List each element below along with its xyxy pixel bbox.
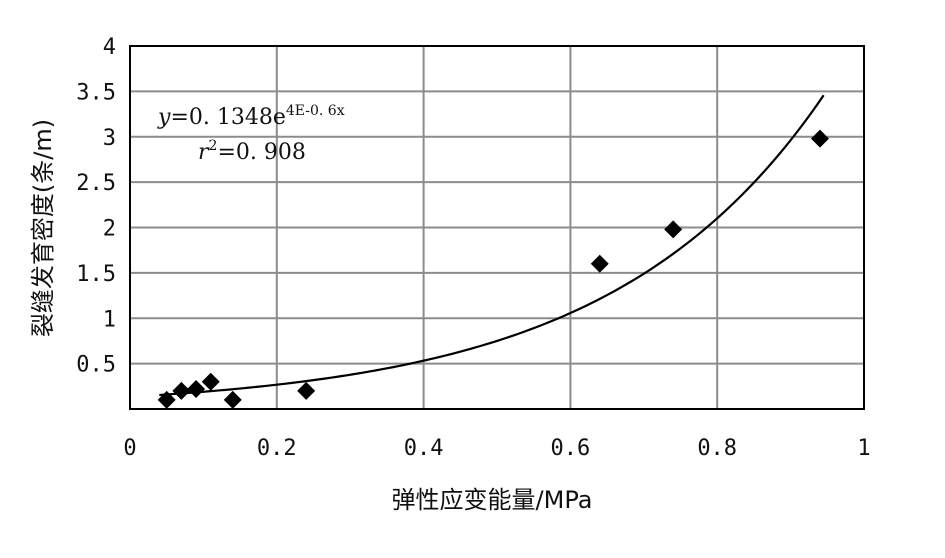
- y-axis-title: 裂缝发育密度(条/m): [29, 119, 57, 337]
- x-tick-label: 0.8: [697, 436, 737, 461]
- trendline: [159, 94, 825, 397]
- x-tick-label: 0.6: [551, 436, 591, 461]
- x-tick-label: 0: [123, 436, 136, 461]
- y-axis-ticks: 0.5 1 1.5 2 2.5 3 3.5 4: [76, 35, 116, 378]
- data-point-diamond: [172, 381, 191, 400]
- r-squared: r2=0. 908: [198, 138, 306, 165]
- data-points: [157, 129, 829, 409]
- equation-coefficient: =0. 1348e: [170, 105, 285, 130]
- plot-area-border: [129, 45, 865, 410]
- data-point-diamond: [297, 381, 316, 400]
- y-tick-label: 2.5: [76, 171, 116, 196]
- r-squared-value: =0. 908: [217, 140, 305, 165]
- x-axis-ticks: 0 0.2 0.4 0.6 0.8 1: [123, 436, 870, 461]
- x-tick-label: 0.2: [257, 436, 297, 461]
- x-tick-label: 1: [857, 436, 870, 461]
- y-tick-label: 3: [103, 126, 116, 151]
- equation-exponent: 4E-0. 6x: [286, 103, 345, 119]
- x-tick-label: 0.4: [404, 436, 444, 461]
- r-squared-var: r: [198, 140, 210, 165]
- data-point-diamond: [223, 390, 242, 409]
- x-axis-title: 弹性应变能量/MPa: [392, 486, 593, 514]
- y-tick-label: 2: [103, 217, 116, 242]
- y-tick-label: 4: [103, 35, 116, 60]
- trend-equation: y=0. 1348e4E-0. 6x: [157, 103, 345, 130]
- data-point-diamond: [590, 254, 609, 273]
- equation-y-var: y: [157, 105, 171, 130]
- data-point-diamond: [664, 220, 683, 239]
- y-tick-label: 1: [103, 307, 116, 332]
- r-squared-sup: 2: [209, 138, 218, 154]
- data-point-diamond: [157, 390, 176, 409]
- data-point-diamond: [187, 380, 206, 399]
- grid-lines: [129, 45, 865, 409]
- data-point-diamond: [201, 372, 220, 391]
- y-tick-label: 1.5: [76, 262, 116, 287]
- y-tick-label: 3.5: [76, 80, 116, 105]
- y-tick-label: 0.5: [76, 353, 116, 378]
- data-point-diamond: [810, 129, 829, 148]
